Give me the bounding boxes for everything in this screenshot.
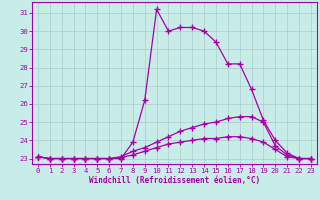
X-axis label: Windchill (Refroidissement éolien,°C): Windchill (Refroidissement éolien,°C)	[89, 176, 260, 185]
